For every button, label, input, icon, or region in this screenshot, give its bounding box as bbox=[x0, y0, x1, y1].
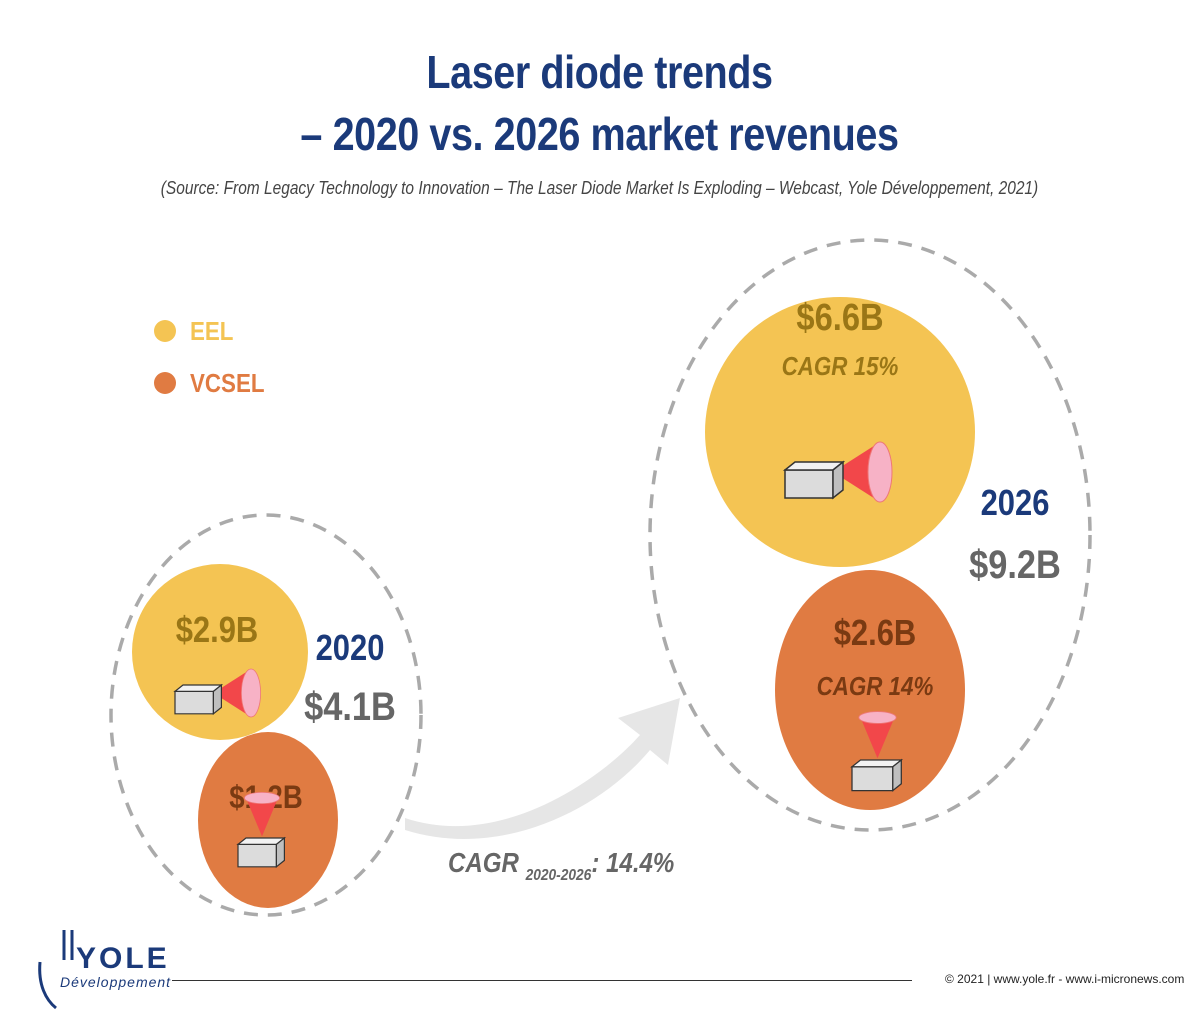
chart-title-line1: Laser diode trends bbox=[426, 46, 773, 98]
group-2026-total-label: $9.2B bbox=[969, 542, 1061, 587]
group-2026-eel-icon-box-side bbox=[832, 460, 844, 500]
chart-source: (Source: From Legacy Technology to Innov… bbox=[160, 178, 1039, 198]
chart-title-line2: – 2020 vs. 2026 market revenues bbox=[300, 108, 899, 160]
group-2020-eel-bubble bbox=[132, 564, 308, 740]
group-2026-vcsel-icon-box-front bbox=[851, 766, 894, 792]
group-2020-vcsel-icon-box-front bbox=[237, 843, 278, 868]
group-2026-vcsel-bubble bbox=[775, 570, 965, 810]
group-2020-eel-icon-box-side bbox=[212, 683, 223, 716]
group-2020-eel-icon-box-front bbox=[174, 690, 215, 715]
group-2026-outline bbox=[648, 238, 1092, 832]
group-2020-eel-icon-beam bbox=[213, 669, 251, 717]
group-2026-eel-icon-beam-cone bbox=[867, 441, 893, 503]
group-2026-vcsel-value: $2.6B bbox=[834, 614, 917, 654]
group-2020-vcsel-icon bbox=[236, 791, 287, 869]
group-2020-year-label: 2020 bbox=[316, 629, 385, 669]
footer-credits: © 2021 | www.yole.fr - www.i-micronews.c… bbox=[945, 972, 1185, 986]
group-2026-eel-cagr: CAGR 15% bbox=[782, 352, 899, 381]
group-2026-year-label: 2026 bbox=[981, 484, 1050, 524]
group-2026-vcsel-icon bbox=[850, 711, 904, 792]
yole-logo-subtext: Développement bbox=[60, 974, 172, 990]
group-2026-eel-icon bbox=[782, 441, 893, 503]
overall-cagr-period: 2020-2026 bbox=[525, 866, 592, 884]
group-2026-vcsel-icon-beam bbox=[860, 717, 895, 759]
footer-divider bbox=[172, 980, 912, 981]
group-2020-total-label: $4.1B bbox=[304, 684, 396, 729]
group-2020-outline bbox=[109, 513, 423, 917]
group-2020-eel-value: $2.9B bbox=[176, 611, 259, 651]
legend-marker-vcsel bbox=[154, 372, 176, 394]
group-2026-eel-icon-beam bbox=[833, 442, 880, 502]
group-2020-vcsel-icon-beam bbox=[246, 798, 278, 837]
group-2026-eel-bubble bbox=[705, 297, 975, 567]
group-2026-vcsel-icon-box-side bbox=[892, 758, 902, 792]
group-2026-vcsel-icon-beam-cone bbox=[858, 711, 897, 724]
group-2020-vcsel-icon-beam-cone bbox=[244, 791, 281, 804]
group-2026-vcsel-cagr: CAGR 14% bbox=[817, 672, 934, 701]
group-2020-vcsel-icon-box-side bbox=[275, 836, 286, 869]
group-2026-eel-value: $6.6B bbox=[796, 296, 883, 339]
group-2020-eel-icon-beam-cone bbox=[241, 668, 262, 718]
group-2020-eel-icon bbox=[173, 668, 262, 718]
overall-cagr-value: : 14.4% bbox=[591, 846, 674, 878]
legend-label-eel: EEL bbox=[190, 317, 234, 346]
overall-cagr-prefix: CAGR bbox=[448, 846, 526, 878]
legend-marker-eel bbox=[154, 320, 176, 342]
legend-label-vcsel: VCSEL bbox=[190, 369, 265, 398]
group-2026-eel-icon-box-front bbox=[784, 469, 834, 499]
overall-cagr-label: CAGR 2020-2026: 14.4% bbox=[448, 846, 674, 884]
yole-logo-text: YOLE bbox=[76, 942, 170, 975]
yole-logo-mark bbox=[38, 930, 74, 1010]
growth-arrow bbox=[405, 698, 680, 839]
